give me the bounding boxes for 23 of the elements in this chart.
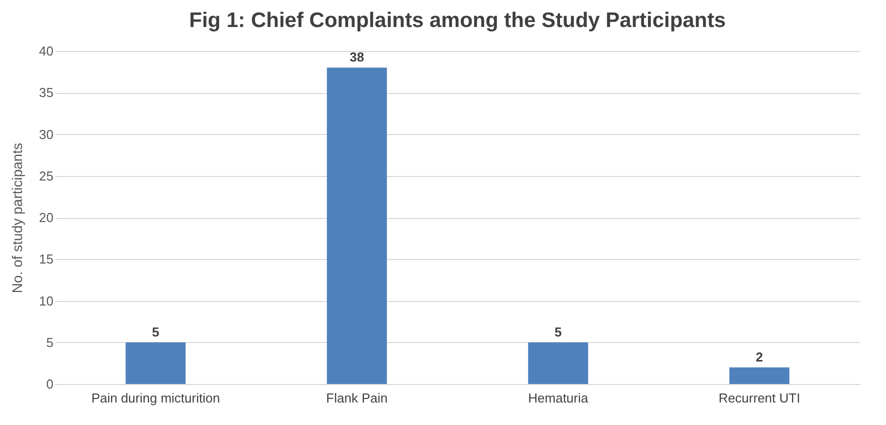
y-tick-label: 10 <box>39 293 54 308</box>
x-tick-label: Flank Pain <box>326 390 388 406</box>
data-label: 38 <box>350 50 364 65</box>
y-tick-label: 20 <box>39 210 54 225</box>
x-tick-label: Hematuria <box>528 390 589 406</box>
x-tick-label: Pain during micturition <box>91 390 220 406</box>
y-tick-label: 40 <box>39 44 54 58</box>
bar <box>326 68 387 384</box>
y-tick-label: 15 <box>39 252 54 267</box>
y-tick-label: 30 <box>39 126 54 142</box>
data-label: 5 <box>152 324 160 340</box>
y-tick-label: 35 <box>39 85 54 100</box>
y-tick-label: 0 <box>46 376 54 392</box>
bar <box>126 342 186 384</box>
y-tick-label: 25 <box>39 168 54 184</box>
x-tick-label: Recurrent UTI <box>718 390 800 406</box>
bar <box>528 342 588 384</box>
y-tick-label: 5 <box>46 334 54 350</box>
data-label: 2 <box>756 349 763 364</box>
y-axis-title: No. of study participants <box>9 142 26 294</box>
data-label: 5 <box>554 324 562 340</box>
bar <box>729 367 790 384</box>
chart-title: Fig 1: Chief Complaints among the Study Participants <box>189 9 726 32</box>
